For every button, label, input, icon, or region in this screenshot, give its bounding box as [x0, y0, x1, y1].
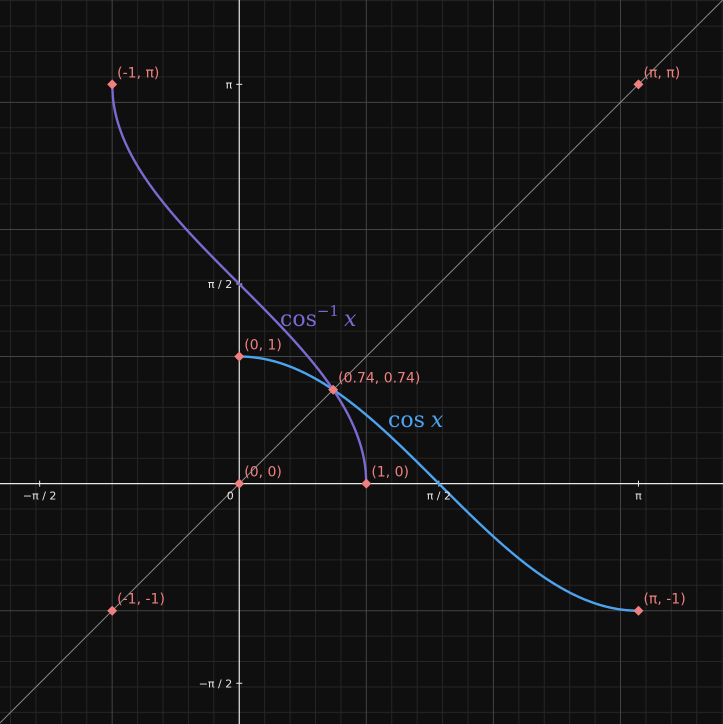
- arccos-curve: [110, 83, 368, 485]
- point-label: (0, 0): [244, 465, 282, 481]
- x-tick-label: −π / 2: [23, 490, 57, 503]
- x-tick-label: 0: [227, 490, 234, 503]
- y-tick-label: π: [226, 78, 233, 91]
- cos-curve: [238, 355, 640, 612]
- data-point: [633, 605, 644, 616]
- data-point: [234, 478, 245, 489]
- x-tick-label: π: [635, 490, 642, 503]
- y-tick-label: −π / 2: [199, 677, 233, 690]
- y-tick-label: π / 2: [208, 278, 232, 291]
- data-point: [328, 384, 339, 395]
- point-label: (1, 0): [371, 465, 409, 481]
- x-tick-label: π / 2: [427, 490, 451, 503]
- data-point: [107, 79, 118, 90]
- point-label: (-1, -1): [117, 592, 165, 608]
- data-point: [633, 79, 644, 90]
- point-label: (-1, π): [117, 65, 159, 81]
- point-label: (π, π): [643, 65, 680, 81]
- point-label: (0, 1): [244, 338, 282, 354]
- tick-labels: −π / 2 0 π / 2 π −π / 2 π / 2 π: [23, 78, 642, 690]
- curve-labels: cos−1 x cos x: [280, 302, 444, 433]
- data-point: [361, 478, 372, 489]
- points: (-1, π) (π, π) (0, 1) (0.74, 0.74) (0, 0) (1,…: [107, 65, 686, 616]
- point-label: (π, -1): [643, 592, 685, 608]
- data-point: [234, 351, 245, 362]
- data-point: [107, 605, 118, 616]
- point-label: (0.74, 0.74): [338, 371, 420, 387]
- cos-curve-label: cos x: [388, 408, 444, 433]
- arccos-curve-label: cos−1 x: [280, 302, 357, 332]
